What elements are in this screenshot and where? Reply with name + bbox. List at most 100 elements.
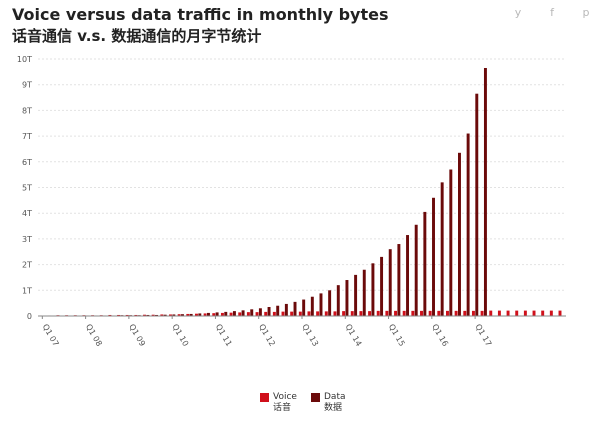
bar-voice [333,311,337,316]
bar-data [172,314,176,316]
bar-data [198,313,202,316]
bar-voice [350,311,354,316]
bar-voice [428,310,432,316]
y-tick-label: 5T [22,184,32,193]
bar-voice [506,310,510,316]
bar-voice [186,313,190,316]
bar-data [276,305,280,316]
bar-voice [272,311,276,316]
bar-data [250,309,254,316]
bar-voice [108,314,112,316]
y-tick-label: 1T [22,286,32,295]
bar-data [146,314,150,316]
bar-data [189,313,193,316]
bar-data [224,311,228,316]
bar-data [284,303,288,316]
bar-data [206,312,210,316]
bar-data [155,314,158,316]
bar-voice [220,312,224,316]
bar-voice [212,313,216,316]
bar-voice [117,314,121,316]
bar-voice [497,310,501,316]
bar-data [440,182,444,316]
y-tick-label: 6T [22,158,32,167]
bar-data [258,308,262,316]
bar-data [483,67,487,317]
y-tick-label: 9T [22,81,32,90]
legend-label-data: Data 数据 [324,392,346,413]
x-tick-label: Q1 15 [387,323,407,348]
bar-data [397,244,401,316]
bar-voice [402,310,406,316]
bar-data [423,211,427,316]
bar-data [336,285,340,316]
chart-subtitle: 话音通信 v.s. 数据通信的月字节统计 [12,27,262,45]
bar-voice [316,311,320,316]
facebook-icon[interactable]: f [550,6,554,19]
bar-voice [246,312,250,316]
x-tick-label: Q1 11 [214,323,234,348]
bar-voice [194,313,198,316]
bar-voice [480,310,484,316]
bar-voice [523,310,527,316]
bar-data [163,314,167,316]
bar-voice [385,310,389,316]
bar-data [466,133,470,316]
bar-voice [489,310,493,316]
y-tick-label: 2T [22,261,32,270]
bar-data [328,290,332,316]
bar-voice [454,310,458,316]
legend-label-voice: Voice 话音 [273,392,297,413]
bar-data [232,311,236,316]
bar-voice [298,311,302,316]
x-tick-label: Q1 07 [41,323,61,348]
bar-voice [203,313,207,316]
y-tick-label: 10T [17,55,32,64]
pinterest-icon[interactable]: p [582,6,590,19]
bar-voice [549,310,553,316]
bar-voice [420,310,423,316]
chart-title: Voice versus data traffic in monthly byt… [12,5,389,24]
y-tick-label: 7T [22,132,32,141]
bar-voice [515,310,519,316]
bar-voice [368,311,372,316]
bar-data [475,93,479,316]
bar-data [302,299,306,316]
legend-swatch-voice [260,393,269,402]
bar-data [414,224,418,316]
bar-data [345,280,349,316]
bar-data [371,263,375,316]
bar-voice [394,310,398,316]
bar-voice [290,311,294,316]
bar-data [432,197,435,316]
bar-voice [160,314,164,316]
y-tick-label: 4T [22,209,32,218]
bar-voice [324,311,328,316]
y-tick-label: 8T [22,106,32,115]
bar-voice [229,312,233,316]
bar-data [215,312,219,316]
twitter-icon[interactable]: y [514,6,522,19]
bar-voice [446,310,449,316]
legend: Voice 话音 Data 数据 [0,392,608,418]
x-tick-label: Q1 17 [473,323,493,348]
bar-data [310,296,314,316]
y-tick-label: 0 [27,312,32,321]
bar-voice [437,310,441,316]
bar-data [406,235,410,316]
bar-voice [255,312,259,316]
x-tick-label: Q1 09 [127,323,147,348]
bar-voice [376,310,380,316]
bar-data [449,169,453,316]
bar-data [241,310,245,316]
x-tick-label: Q1 13 [300,323,320,348]
bar-voice [281,311,285,316]
bar-voice [143,314,146,316]
bar-data [319,293,323,316]
y-tick-label: 3T [22,235,32,244]
bar-voice [151,314,155,316]
bar-data [388,249,392,316]
bar-data [181,314,184,316]
bar-data [458,152,461,316]
bar-voice [541,310,545,316]
